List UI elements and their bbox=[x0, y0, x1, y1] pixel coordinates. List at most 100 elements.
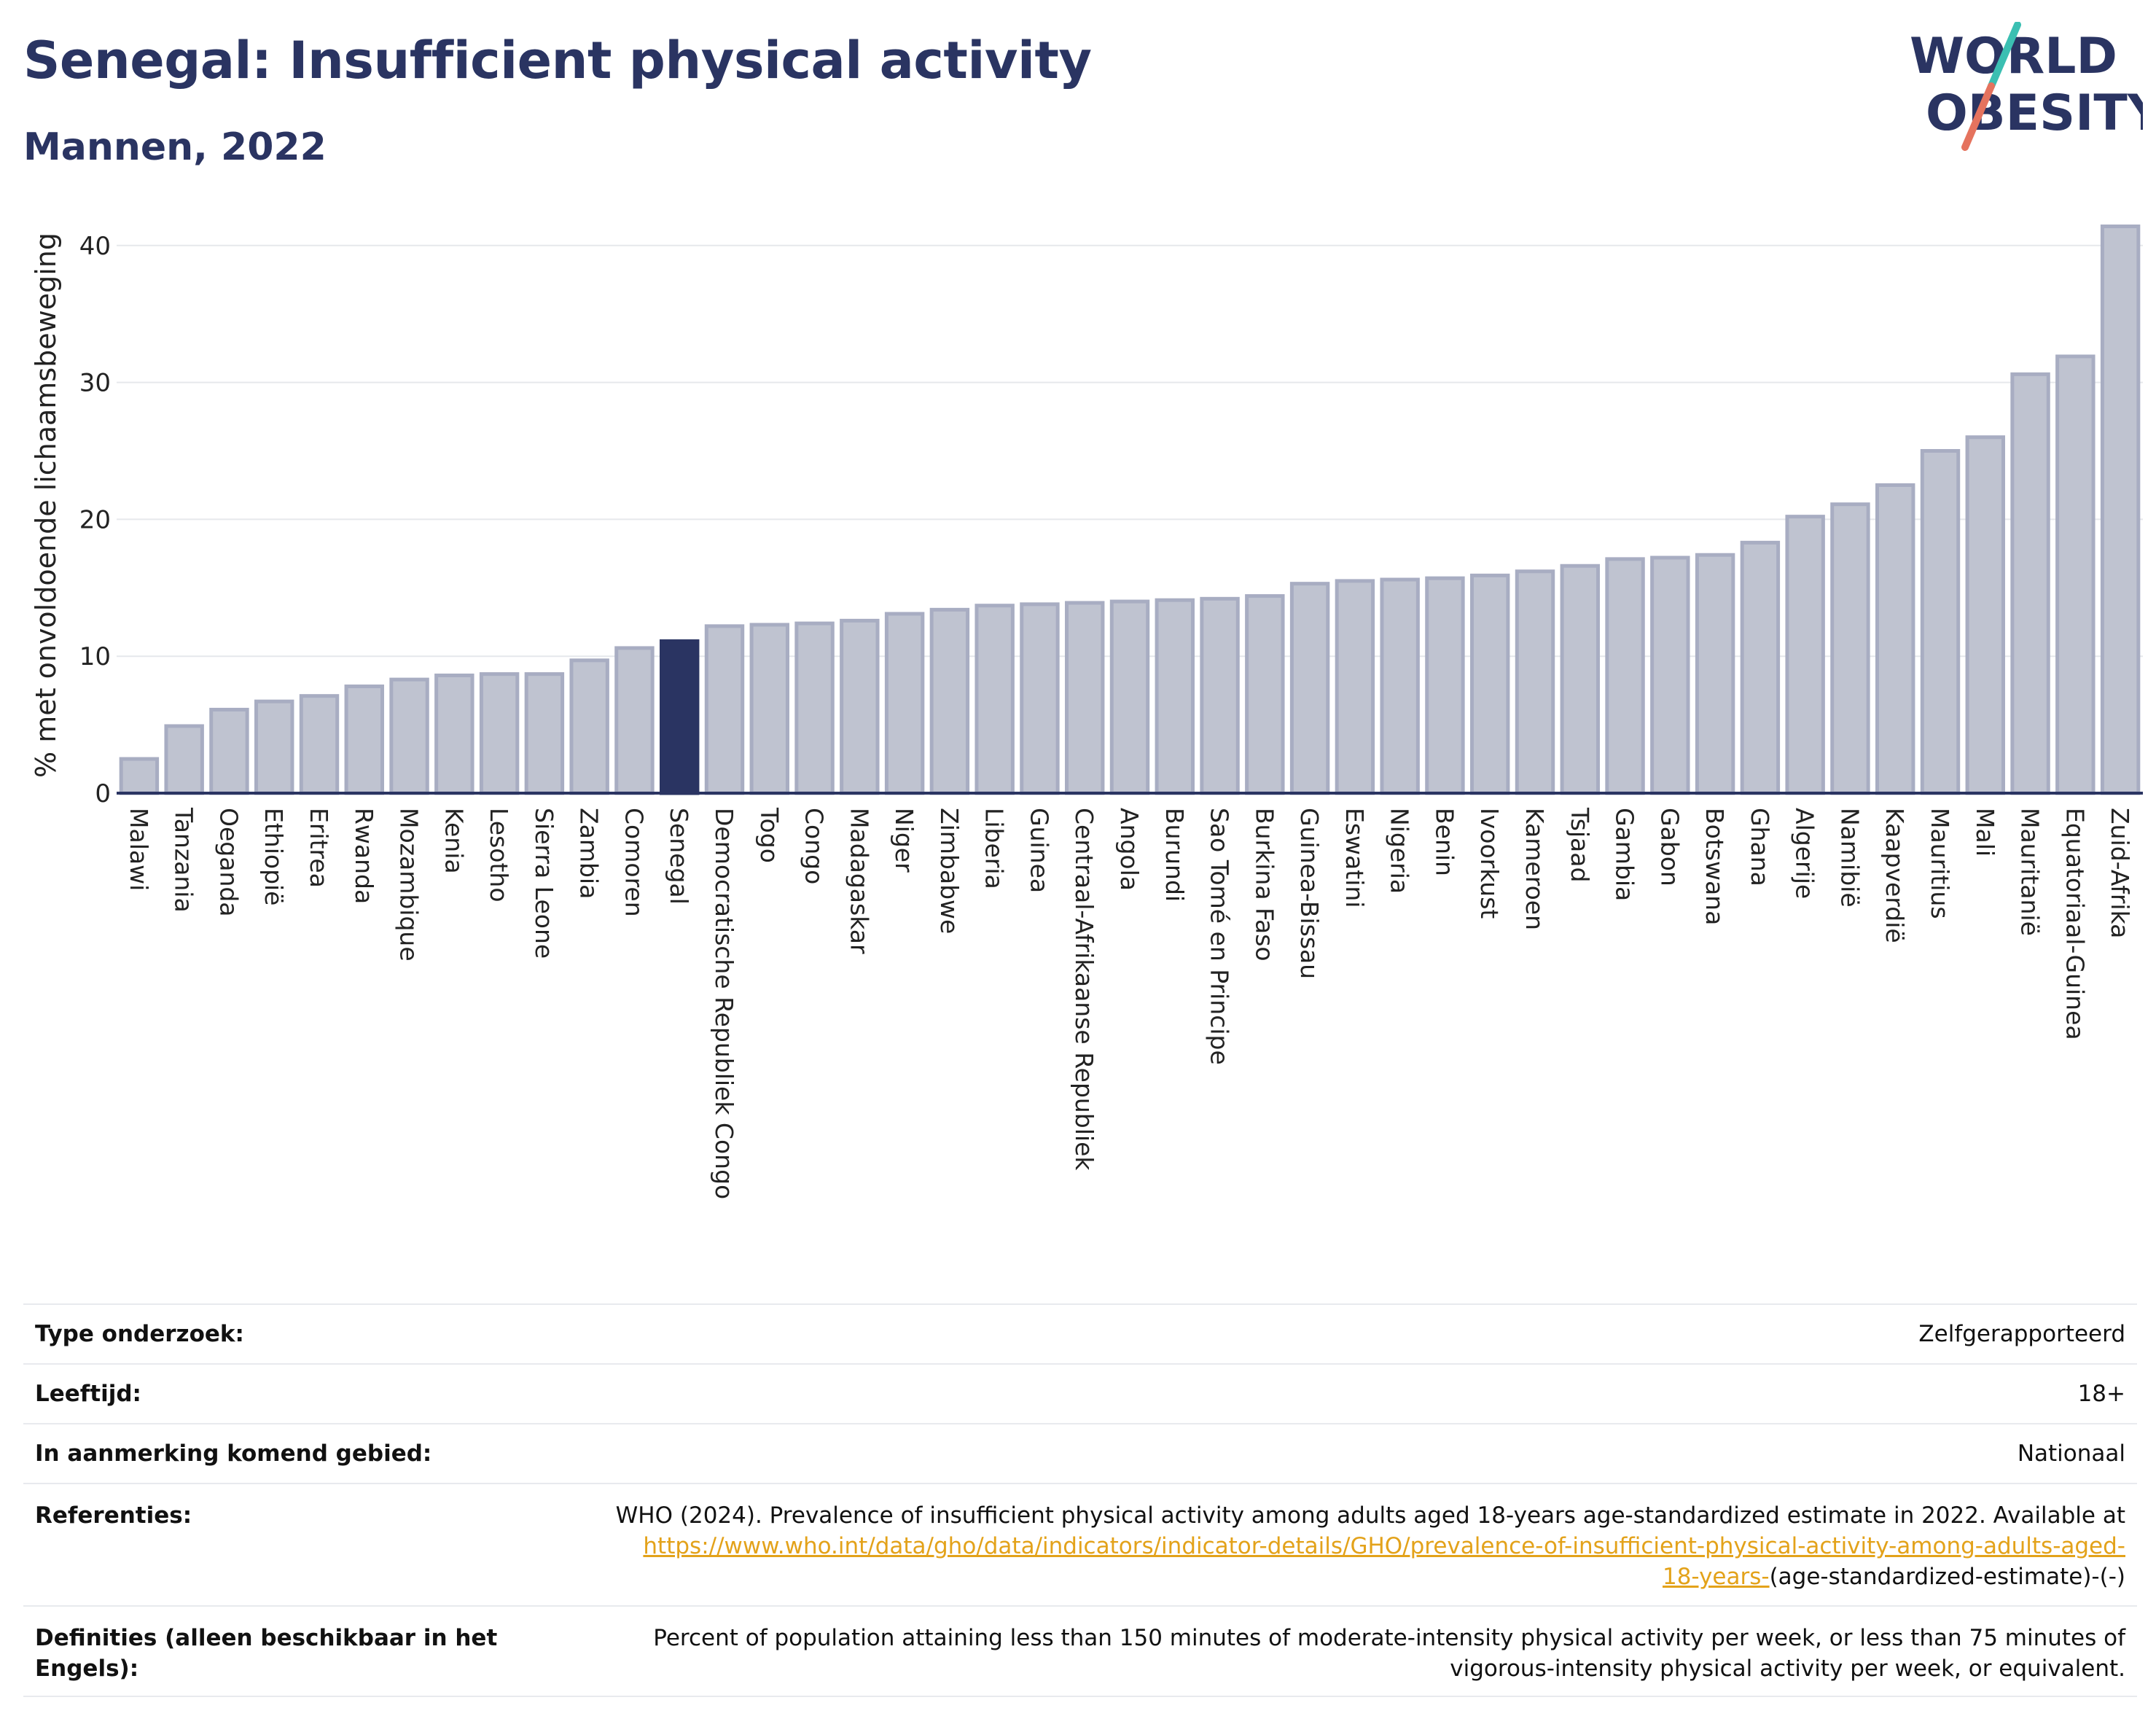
bar-malawi bbox=[119, 757, 160, 795]
bar-rwanda bbox=[344, 685, 384, 795]
detail-value: Nationaal bbox=[2017, 1440, 2125, 1467]
detail-label: Type onderzoek: bbox=[35, 1321, 244, 1347]
references-suffix: (age-standardized-estimate)-(-) bbox=[1769, 1564, 2125, 1590]
references-text: WHO (2024). Prevalence of insufficient p… bbox=[615, 1502, 2125, 1529]
world-obesity-logo: WORLD OBESITY bbox=[1910, 22, 2143, 151]
y-tick-label: 20 bbox=[79, 505, 111, 534]
bar-sao-tom-en-principe bbox=[1200, 596, 1240, 795]
x-tick-label: Comoren bbox=[620, 808, 648, 917]
x-tick-label: Benin bbox=[1430, 808, 1458, 876]
detail-row-references: Referenties: WHO (2024). Prevalence of i… bbox=[23, 1483, 2137, 1605]
bar-chart: 0 10 20 30 40 Malawi Tanzania Oeganda Ethiopië Er… bbox=[30, 225, 2143, 1199]
bar-comoren bbox=[614, 646, 655, 795]
x-tick-label: Oeganda bbox=[214, 808, 243, 917]
x-tick-label: Sao Tomé en Principe bbox=[1206, 808, 1234, 1065]
y-tick-label: 10 bbox=[79, 642, 111, 671]
x-tick-label: Tanzania bbox=[170, 807, 198, 913]
bar-liberia bbox=[975, 604, 1015, 795]
x-tick-label: Lesotho bbox=[485, 808, 513, 902]
x-tick-label: Madagaskar bbox=[845, 808, 873, 954]
x-tick-label: Sierra Leone bbox=[530, 808, 558, 959]
details-table: Type onderzoek: Zelfgerapporteerd Leefti… bbox=[23, 1303, 2137, 1697]
bar-kenia bbox=[434, 673, 474, 795]
x-tick-label: Botswana bbox=[1700, 808, 1729, 925]
bar-togo bbox=[749, 623, 789, 795]
x-tick-label: Togo bbox=[755, 807, 784, 863]
bar-gabon bbox=[1650, 555, 1690, 795]
bar-senegal bbox=[660, 639, 700, 795]
bar-mauritani- bbox=[2010, 372, 2050, 795]
bar-burkina-faso bbox=[1245, 594, 1285, 795]
x-tick-label: Gabon bbox=[1655, 808, 1684, 886]
x-tick-label: Angola bbox=[1115, 808, 1144, 891]
definitions-value: Percent of population attaining less tha… bbox=[653, 1625, 2125, 1682]
bar-algerije bbox=[1785, 515, 1825, 795]
bar-burundi bbox=[1155, 598, 1195, 795]
detail-label: In aanmerking komend gebied: bbox=[35, 1440, 432, 1467]
bar-tanzania bbox=[164, 724, 204, 795]
x-tick-label: Liberia bbox=[980, 808, 1009, 889]
labels: 0 10 20 30 40 Malawi Tanzania Oeganda Ethiopië Er… bbox=[30, 232, 2134, 1199]
bar-oeganda bbox=[209, 707, 249, 795]
chart-subtitle: Mannen, 2022 bbox=[23, 125, 327, 169]
x-tick-label: Ghana bbox=[1746, 808, 1774, 886]
x-tick-label: Nigeria bbox=[1386, 808, 1414, 894]
x-tick-label: Mauritanië bbox=[2016, 808, 2044, 936]
x-tick-label: Mozambique bbox=[395, 808, 423, 962]
detail-row-type: Type onderzoek: Zelfgerapporteerd bbox=[23, 1303, 2137, 1363]
x-tick-label: Gambia bbox=[1611, 808, 1639, 901]
x-tick-label: Zambia bbox=[575, 808, 604, 899]
x-tick-label: Burundi bbox=[1160, 808, 1189, 902]
x-tick-label: Kameroen bbox=[1520, 808, 1549, 930]
x-tick-label: Kenia bbox=[440, 808, 468, 874]
x-tick-label: Democratische Republiek Congo bbox=[710, 808, 738, 1199]
bar-guinea bbox=[1020, 602, 1060, 795]
x-tick-label: Senegal bbox=[665, 808, 693, 905]
bar-mauritius bbox=[1920, 449, 1961, 795]
references-value: WHO (2024). Prevalence of insufficient p… bbox=[522, 1500, 2125, 1592]
y-tick-label: 0 bbox=[95, 779, 111, 808]
bar-zuid-afrika bbox=[2100, 225, 2141, 795]
bar-madagaskar bbox=[840, 618, 880, 795]
bar-democratische-republiek-congo bbox=[704, 624, 745, 795]
references-link-cont[interactable]: 18-years- bbox=[1662, 1564, 1770, 1590]
bar-eritrea bbox=[299, 694, 340, 795]
x-tick-label: Mali bbox=[1971, 808, 1999, 857]
detail-row-area: In aanmerking komend gebied: Nationaal bbox=[23, 1423, 2137, 1483]
bar-zimbabwe bbox=[929, 607, 970, 795]
x-tick-label: Niger bbox=[890, 808, 918, 873]
bar-eswatini bbox=[1335, 579, 1375, 795]
bar-centraal-afrikaanse-republiek bbox=[1065, 601, 1105, 795]
bars bbox=[119, 225, 2141, 795]
detail-row-age: Leeftijd: 18+ bbox=[23, 1363, 2137, 1423]
detail-label: Leeftijd: bbox=[35, 1381, 141, 1407]
bar-ivoorkust bbox=[1470, 573, 1510, 795]
x-tick-label: Ivoorkust bbox=[1475, 808, 1504, 919]
bar-ghana bbox=[1740, 540, 1781, 795]
bar-botswana bbox=[1695, 553, 1735, 795]
x-tick-label: Malawi bbox=[125, 808, 153, 891]
bar-congo bbox=[794, 621, 835, 795]
bar-guinea-bissau bbox=[1289, 582, 1330, 795]
x-tick-label: Namibië bbox=[1835, 808, 1864, 908]
x-tick-label: Centraal-Afrikaanse Republiek bbox=[1070, 808, 1098, 1171]
x-tick-label: Mauritius bbox=[1926, 808, 1954, 919]
bar-ethiopi- bbox=[254, 699, 294, 795]
y-tick-label: 30 bbox=[79, 369, 111, 398]
bar-zambia bbox=[569, 658, 609, 795]
bar-lesotho bbox=[479, 672, 520, 795]
x-tick-label: Tsjaad bbox=[1566, 807, 1594, 882]
bar-kaapverdi- bbox=[1875, 483, 1915, 795]
y-tick-label: 40 bbox=[79, 232, 111, 261]
x-tick-label: Ethiopië bbox=[259, 808, 288, 905]
y-axis-title: % met onvoldoende lichaamsbeweging bbox=[30, 233, 62, 778]
x-tick-label: Zimbabwe bbox=[935, 808, 964, 934]
x-tick-label: Kaapverdië bbox=[1880, 808, 1909, 943]
bar-niger bbox=[884, 612, 925, 795]
references-link[interactable]: https://www.who.int/data/gho/data/indica… bbox=[643, 1533, 2125, 1559]
bar-sierra-leone bbox=[524, 672, 565, 795]
detail-row-definitions: Definities (alleen beschikbaar in het En… bbox=[23, 1605, 2137, 1697]
x-tick-label: Guinea bbox=[1025, 808, 1053, 893]
bar-kameroen bbox=[1515, 569, 1555, 795]
x-tick-label: Rwanda bbox=[350, 808, 378, 904]
